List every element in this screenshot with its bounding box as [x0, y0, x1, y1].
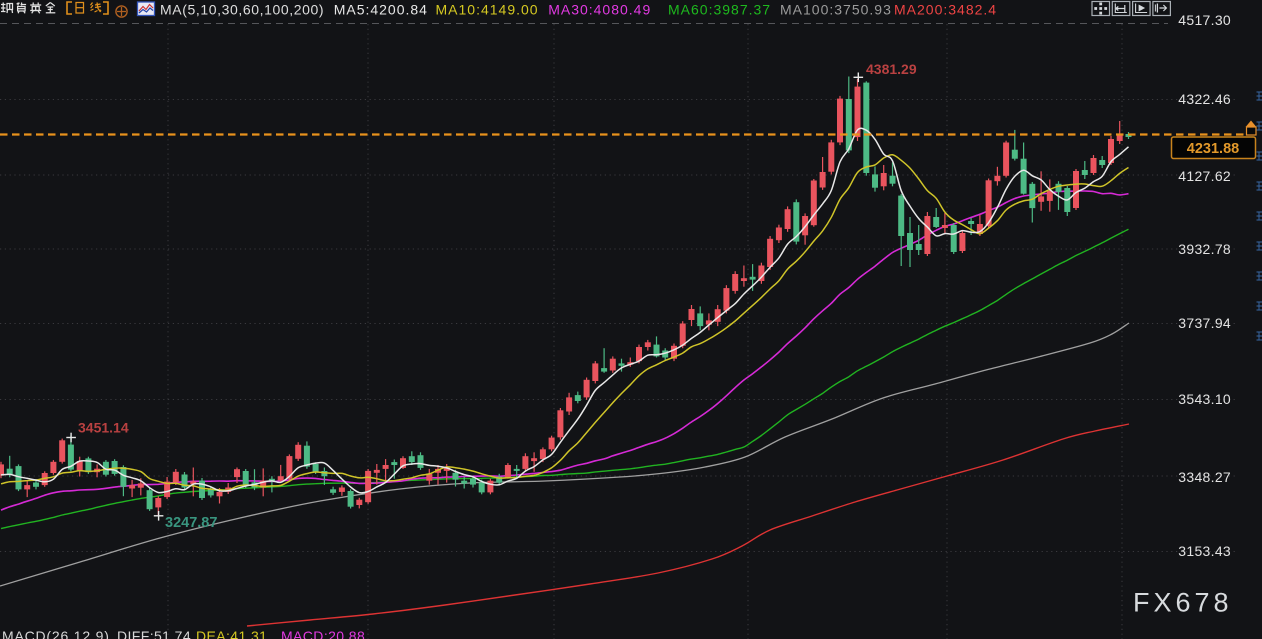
svg-text:4322.46: 4322.46 — [1178, 91, 1231, 107]
svg-text:MA100:3750.93: MA100:3750.93 — [780, 2, 892, 18]
svg-text:4381.29: 4381.29 — [866, 61, 917, 77]
svg-text:4517.30: 4517.30 — [1178, 12, 1231, 28]
svg-text:3932.78: 3932.78 — [1178, 241, 1231, 257]
svg-text:FX678: FX678 — [1133, 588, 1233, 618]
svg-text:MACD(26,12,9): MACD(26,12,9) — [2, 628, 110, 639]
svg-text:MA5:4200.84: MA5:4200.84 — [334, 2, 428, 18]
svg-text:4127.62: 4127.62 — [1178, 168, 1231, 184]
svg-text:DEA:41.31: DEA:41.31 — [196, 628, 267, 639]
svg-text:3543.10: 3543.10 — [1178, 391, 1231, 407]
svg-text:3348.27: 3348.27 — [1178, 469, 1231, 485]
svg-text:3153.43: 3153.43 — [1178, 543, 1231, 559]
svg-text:MA(5,10,30,60,100,200): MA(5,10,30,60,100,200) — [160, 2, 324, 18]
svg-text:MA200:3482.4: MA200:3482.4 — [894, 2, 997, 18]
svg-text:3247.87: 3247.87 — [165, 515, 217, 531]
svg-text:4231.88: 4231.88 — [1187, 141, 1239, 157]
svg-text:3451.14: 3451.14 — [78, 420, 129, 436]
svg-text:MA30:4080.49: MA30:4080.49 — [548, 2, 651, 18]
svg-text:MA10:4149.00: MA10:4149.00 — [436, 2, 539, 18]
svg-text:DIFF:51.74: DIFF:51.74 — [117, 628, 191, 639]
svg-text:3737.94: 3737.94 — [1178, 315, 1231, 331]
svg-text:MACD:20.88: MACD:20.88 — [281, 628, 365, 639]
svg-text:MA60:3987.37: MA60:3987.37 — [668, 2, 771, 18]
